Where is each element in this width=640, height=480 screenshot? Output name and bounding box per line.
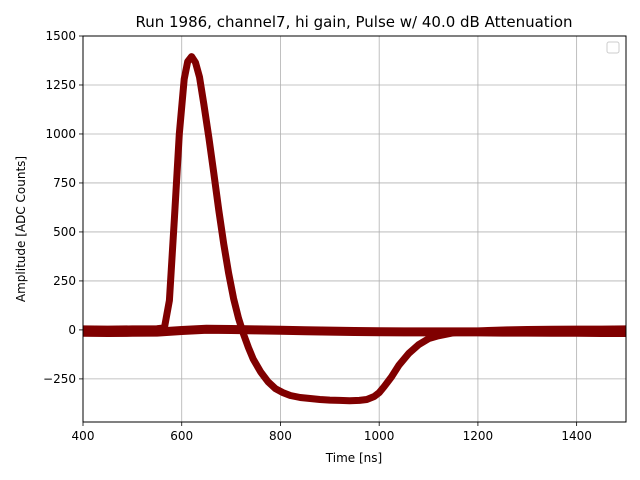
plot-frame: [82, 35, 627, 423]
data-point: [198, 76, 201, 78]
data-point: [186, 60, 189, 63]
y-tick-label: 250: [53, 274, 76, 288]
data-point: [267, 381, 269, 383]
data-point: [203, 103, 205, 106]
y-tick-label: 1000: [45, 127, 76, 141]
data-point: [348, 400, 351, 402]
x-axis-label: Time [ns]: [325, 451, 382, 465]
data-point: [378, 330, 381, 333]
data-point: [390, 376, 393, 378]
x-tick-label: 600: [170, 429, 193, 443]
data-point: [205, 328, 208, 331]
data-point: [309, 397, 311, 400]
data-point: [208, 137, 210, 139]
data-point: [452, 331, 455, 333]
data-point: [190, 55, 193, 58]
data-point: [600, 331, 603, 334]
x-tick-label: 1400: [561, 429, 592, 443]
data-point: [218, 209, 220, 212]
data-point: [338, 399, 341, 402]
grid-lines: [82, 35, 626, 422]
data-point: [417, 343, 420, 346]
data-point: [230, 328, 232, 331]
data-point: [383, 385, 385, 388]
data-point: [501, 331, 504, 333]
data-point: [366, 398, 368, 401]
data-point: [178, 133, 181, 135]
y-tick-label: 750: [53, 176, 76, 190]
y-axis-ticks: −250 0 250 500 750 1000 1250 1500: [43, 29, 83, 386]
data-point: [168, 299, 171, 302]
data-point: [222, 242, 225, 245]
data-point: [378, 391, 381, 394]
data-point: [227, 272, 230, 274]
data-point: [358, 399, 361, 402]
data-point: [403, 331, 405, 333]
data-point: [299, 396, 302, 399]
data-point: [427, 337, 430, 340]
data-point: [353, 330, 356, 333]
x-tick-label: 400: [72, 429, 95, 443]
data-point: [194, 61, 197, 64]
y-tick-label: 0: [68, 323, 76, 337]
data-point: [247, 346, 250, 349]
chart-title: Run 1986, channel7, hi gain, Pulse w/ 40…: [135, 13, 572, 31]
x-tick-label: 800: [269, 429, 292, 443]
data-point: [282, 391, 284, 394]
data-point: [173, 219, 176, 221]
y-tick-label: 500: [53, 225, 76, 239]
data-point: [106, 331, 109, 334]
data-point: [373, 395, 376, 398]
data-point: [180, 329, 183, 332]
y-tick-label: −250: [43, 372, 76, 386]
data-point: [408, 352, 410, 355]
data-point: [398, 364, 400, 367]
series-line: [83, 53, 626, 405]
data-point: [156, 331, 158, 333]
data-point: [329, 399, 331, 401]
data-point: [304, 329, 306, 332]
data-point: [183, 78, 185, 80]
series-lines: [83, 53, 626, 405]
x-tick-label: 1000: [364, 429, 395, 443]
data-point: [329, 330, 331, 332]
y-tick-label: 1500: [45, 29, 76, 43]
data-point: [526, 331, 529, 333]
data-point: [259, 371, 262, 373]
data-point: [131, 331, 134, 334]
data-point: [252, 358, 255, 361]
data-point: [232, 297, 235, 300]
data-point: [289, 394, 292, 397]
data-point: [274, 387, 277, 390]
data-point: [427, 331, 430, 333]
data-point: [551, 331, 553, 334]
data-point: [477, 331, 479, 333]
y-tick-label: 1250: [45, 78, 76, 92]
y-axis-label: Amplitude [ADC Counts]: [14, 156, 28, 302]
data-point: [255, 329, 257, 331]
data-point: [213, 172, 215, 174]
data-point: [319, 398, 321, 401]
data-point: [279, 329, 282, 332]
legend-box: [606, 41, 620, 54]
x-tick-label: 1200: [463, 429, 494, 443]
data-point: [237, 317, 240, 320]
data-point: [575, 331, 578, 334]
x-axis-ticks: 400 600 800 1000 1200 1400: [72, 422, 592, 443]
